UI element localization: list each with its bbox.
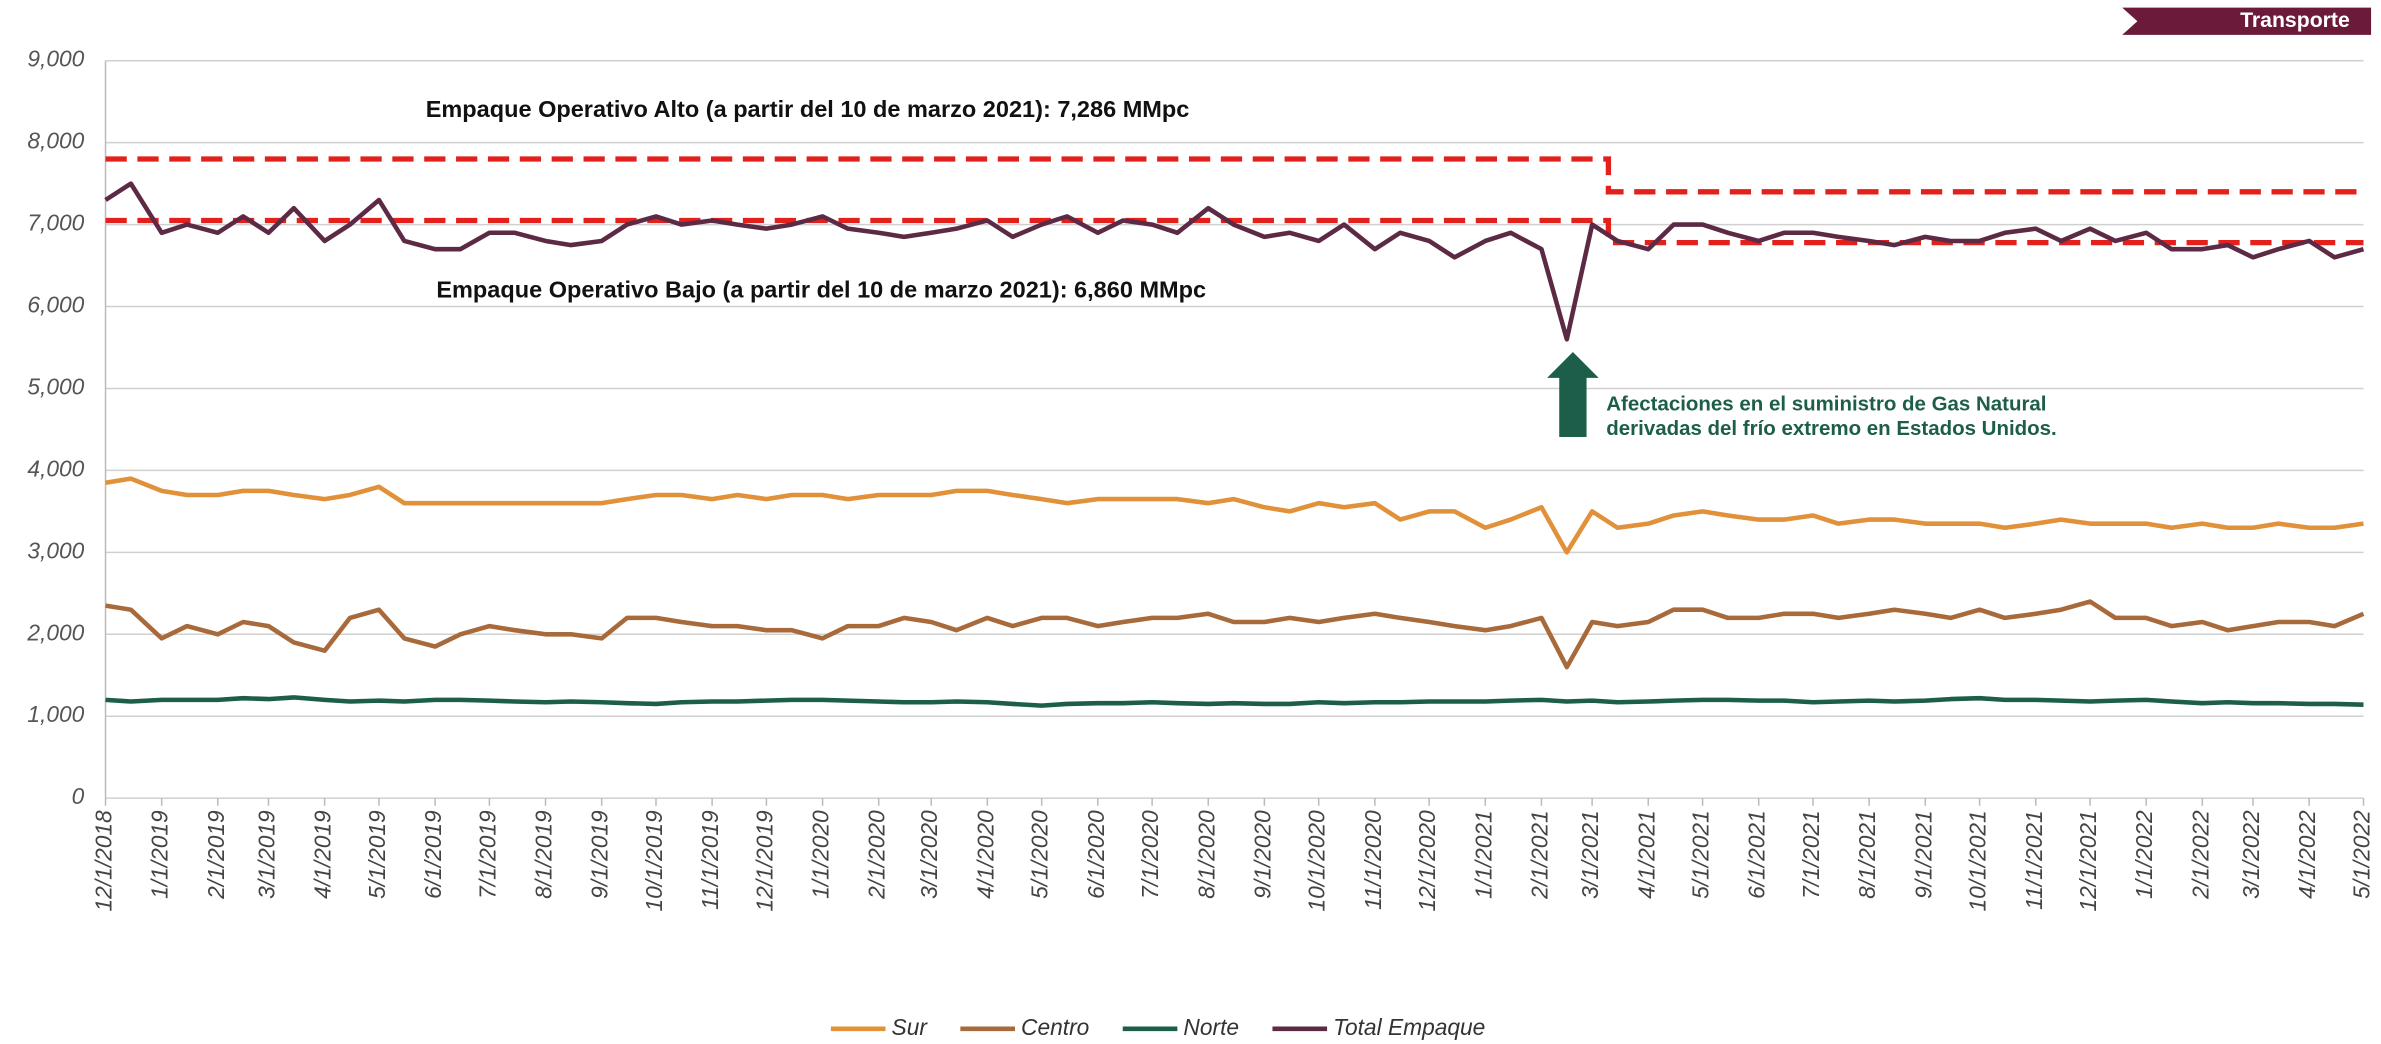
series-line bbox=[105, 476, 2364, 555]
x-tick-label: 7/1/2020 bbox=[1137, 810, 1163, 899]
y-tick-label: 7,000 bbox=[27, 210, 84, 236]
x-tick-label: 9/1/2021 bbox=[1910, 810, 1936, 899]
badge-shape bbox=[2122, 7, 2372, 35]
x-tick-label: 6/1/2020 bbox=[1083, 810, 1109, 899]
y-tick-label: 4,000 bbox=[27, 455, 84, 481]
x-tick-label: 10/1/2020 bbox=[1304, 810, 1330, 912]
x-tick-label: 12/1/2021 bbox=[2075, 810, 2101, 911]
x-tick-label: 11/1/2020 bbox=[1360, 810, 1386, 910]
x-tick-label: 9/1/2019 bbox=[587, 810, 613, 899]
legend-label: Centro bbox=[1021, 1014, 1089, 1040]
y-tick-label: 9,000 bbox=[27, 46, 84, 72]
x-tick-label: 12/1/2020 bbox=[1414, 810, 1440, 912]
x-tick-label: 10/1/2021 bbox=[1965, 810, 1991, 911]
reference-line bbox=[105, 156, 2364, 195]
x-tick-label: 3/1/2022 bbox=[2238, 810, 2264, 899]
y-tick-label: 6,000 bbox=[27, 292, 84, 318]
x-tick-label: 4/1/2021 bbox=[1633, 810, 1659, 899]
y-tick-label: 3,000 bbox=[27, 537, 84, 563]
x-tick-label: 3/1/2019 bbox=[254, 810, 280, 899]
annotation: Empaque Operativo Alto (a partir del 10 … bbox=[426, 96, 1190, 122]
x-tick-label: 11/1/2019 bbox=[697, 810, 723, 910]
x-tick-label: 1/1/2020 bbox=[808, 810, 834, 899]
x-tick-label: 6/1/2021 bbox=[1744, 810, 1770, 899]
annotation: derivadas del frío extremo en Estados Un… bbox=[1606, 417, 2056, 440]
x-tick-label: 10/1/2019 bbox=[641, 810, 667, 912]
x-tick-label: 8/1/2021 bbox=[1854, 810, 1880, 899]
reference-line bbox=[105, 217, 2364, 246]
x-tick-label: 5/1/2019 bbox=[364, 810, 390, 899]
series-line bbox=[105, 695, 2364, 708]
x-tick-label: 2/1/2022 bbox=[2187, 810, 2213, 900]
x-tick-label: 5/1/2020 bbox=[1027, 810, 1053, 899]
badge: Transporte bbox=[2240, 8, 2350, 32]
x-tick-label: 3/1/2021 bbox=[1577, 810, 1603, 899]
x-tick-label: 1/1/2021 bbox=[1470, 810, 1496, 899]
y-tick-label: 5,000 bbox=[27, 373, 84, 399]
x-tick-label: 12/1/2019 bbox=[751, 810, 777, 912]
x-tick-label: 2/1/2019 bbox=[203, 810, 229, 900]
legend-label: Sur bbox=[892, 1014, 929, 1040]
y-tick-label: 1,000 bbox=[27, 701, 84, 727]
x-tick-label: 8/1/2020 bbox=[1193, 810, 1219, 899]
x-tick-label: 4/1/2022 bbox=[2294, 810, 2320, 899]
x-tick-label: 7/1/2021 bbox=[1798, 810, 1824, 899]
y-tick-label: 0 bbox=[72, 783, 85, 809]
x-tick-label: 6/1/2019 bbox=[420, 810, 446, 899]
annotation-arrow bbox=[1547, 352, 1599, 438]
x-tick-label: 1/1/2022 bbox=[2131, 810, 2157, 899]
x-tick-label: 12/1/2018 bbox=[91, 810, 117, 912]
x-tick-label: 2/1/2020 bbox=[864, 810, 890, 900]
y-tick-label: 8,000 bbox=[27, 128, 84, 154]
x-tick-label: 1/1/2019 bbox=[147, 810, 173, 899]
annotation: Afectaciones en el suministro de Gas Nat… bbox=[1606, 393, 2046, 416]
x-tick-label: 4/1/2020 bbox=[972, 810, 998, 899]
x-tick-label: 9/1/2020 bbox=[1249, 810, 1275, 899]
x-tick-label: 2/1/2021 bbox=[1526, 810, 1552, 900]
series-line bbox=[104, 181, 2365, 342]
y-tick-label: 2,000 bbox=[26, 619, 84, 645]
legend-label: Norte bbox=[1183, 1014, 1239, 1040]
annotation: Empaque Operativo Bajo (a partir del 10 … bbox=[436, 277, 1206, 303]
x-tick-label: 4/1/2019 bbox=[310, 810, 336, 899]
x-tick-label: 7/1/2019 bbox=[474, 810, 500, 899]
legend-label: Total Empaque bbox=[1333, 1014, 1485, 1040]
x-tick-label: 8/1/2019 bbox=[531, 810, 557, 899]
x-tick-label: 11/1/2021 bbox=[2021, 810, 2047, 910]
x-tick-label: 5/1/2022 bbox=[2348, 810, 2374, 899]
x-tick-label: 3/1/2020 bbox=[916, 810, 942, 899]
series-line bbox=[105, 599, 2365, 670]
x-tick-label: 5/1/2021 bbox=[1688, 810, 1714, 899]
